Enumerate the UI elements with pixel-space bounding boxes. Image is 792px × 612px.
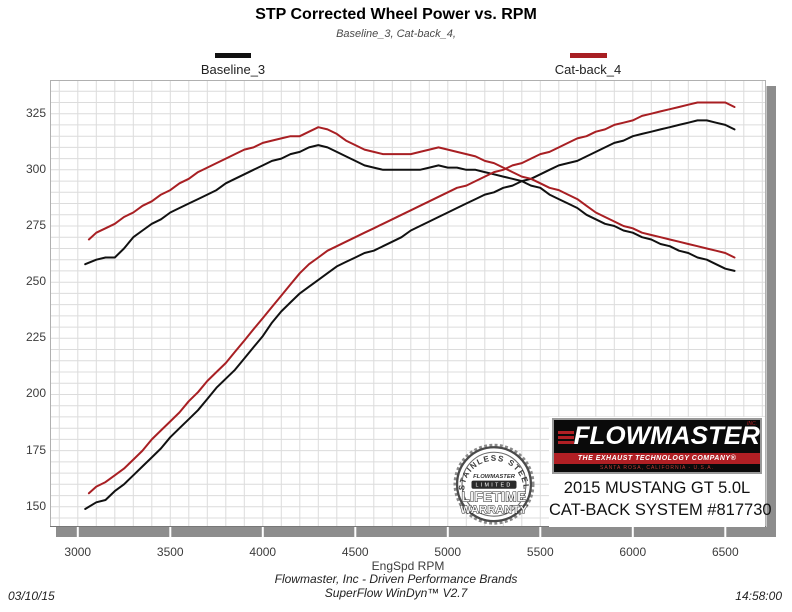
x-tick-notch	[261, 527, 264, 537]
y-tick-label: 225	[25, 330, 46, 345]
y-tick-label: 175	[25, 442, 46, 457]
chart-subtitle: Baseline_3, Cat-back_4,	[336, 28, 456, 40]
y-tick-label: 300	[25, 161, 46, 176]
series-cat-back-4-torque-curve	[87, 126, 736, 259]
report-date: 03/10/15	[8, 589, 55, 603]
right-shadow-bar	[766, 86, 776, 537]
legend-swatch-baseline	[215, 53, 251, 58]
report-time: 14:58:00	[735, 589, 782, 603]
vehicle-description-line1: 2015 MUSTANG GT 5.0L	[563, 479, 751, 497]
flowmaster-logo-inc: INC.	[747, 421, 757, 427]
x-tick-notch	[724, 527, 727, 537]
flowmaster-logo-address: SANTA ROSA, CALIFORNIA - U.S.A.	[554, 464, 760, 472]
footer-software-line: SuperFlow WinDyn™ V2.7	[324, 586, 468, 600]
logo-stripes-icon	[558, 431, 574, 446]
legend-label-baseline: Baseline_3	[200, 62, 266, 77]
brand-panel: FLOWMASTER INC. THE EXHAUST TECHNOLOGY C…	[549, 417, 772, 527]
y-tick-label: 150	[25, 498, 46, 513]
legend-label-catback: Cat-back_4	[554, 62, 622, 77]
footer-brand-line: Flowmaster, Inc - Driven Performance Bra…	[274, 572, 518, 586]
y-tick-label: 250	[25, 274, 46, 289]
series-baseline-3-power	[84, 119, 736, 510]
x-tick-label: 6500	[711, 545, 739, 559]
y-tick-label: 200	[25, 386, 46, 401]
badge-warranty: WARRANTY	[460, 504, 527, 516]
x-tick-label: 3000	[64, 545, 92, 559]
series-baseline-3-torque-curve	[84, 144, 736, 272]
flowmaster-logo-tagline: THE EXHAUST TECHNOLOGY COMPANY®	[554, 453, 760, 464]
flowmaster-logo-main: FLOWMASTER INC.	[554, 420, 760, 453]
x-tick-label: 4000	[249, 545, 277, 559]
flowmaster-logo: FLOWMASTER INC. THE EXHAUST TECHNOLOGY C…	[552, 418, 762, 474]
x-tick-label: 5000	[434, 545, 462, 559]
bottom-shadow-bar	[56, 527, 776, 537]
legend-swatch-catback	[570, 53, 607, 58]
badge-brand: FLOWMASTER	[473, 474, 516, 480]
vehicle-description-line2: CAT-BACK SYSTEM #817730	[549, 501, 772, 519]
y-tick-label: 325	[25, 105, 46, 120]
lifetime-warranty-badge-icon: STAINLESS STEEL FLOWMASTER LIMITED LIFET…	[453, 443, 535, 525]
x-tick-notch	[446, 527, 449, 537]
x-tick-label: 4500	[341, 545, 369, 559]
x-tick-label: 3500	[156, 545, 184, 559]
x-tick-notch	[354, 527, 357, 537]
x-tick-notch	[76, 527, 79, 537]
x-tick-label: 5500	[526, 545, 554, 559]
y-tick-label: 275	[25, 218, 46, 232]
x-tick-label: 6000	[619, 545, 647, 559]
x-tick-notch	[169, 527, 172, 537]
badge-limited: LIMITED	[476, 483, 513, 489]
x-tick-notch	[631, 527, 634, 537]
chart-title: STP Corrected Wheel Power vs. RPM	[255, 6, 537, 23]
series-cat-back-4-power	[87, 101, 736, 495]
badge-lifetime: LIFETIME	[461, 489, 526, 504]
flowmaster-logo-name: FLOWMASTER	[573, 422, 760, 450]
x-axis-title: EngSpd RPM	[371, 559, 445, 573]
x-tick-notch	[539, 527, 542, 537]
